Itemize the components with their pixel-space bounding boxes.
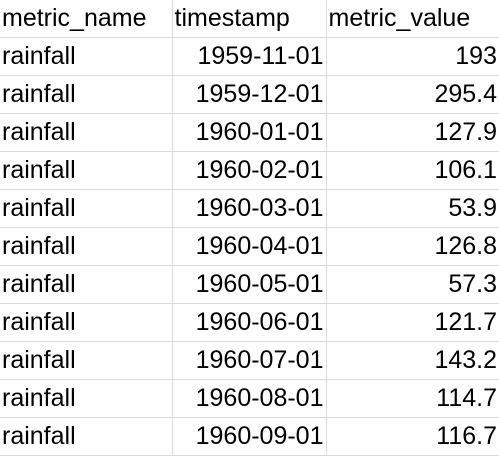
cell-metric-value[interactable]: 126.8 — [326, 227, 499, 266]
table-row: rainfall 1960-06-01 121.7 — [0, 303, 499, 342]
table-row: rainfall 1960-02-01 106.1 — [0, 151, 499, 190]
cell-timestamp[interactable]: 1960-04-01 — [172, 227, 327, 266]
cell-timestamp[interactable]: 1959-11-01 — [172, 37, 327, 76]
cell-timestamp[interactable]: 1960-03-01 — [172, 189, 327, 228]
cell-metric-value[interactable]: 193 — [326, 37, 499, 76]
column-header-metric-name[interactable]: metric_name — [0, 0, 173, 38]
cell-metric-value[interactable]: 143.2 — [326, 341, 499, 380]
column-header-metric-value[interactable]: metric_value — [326, 0, 499, 38]
cell-metric-value[interactable]: 53.9 — [326, 189, 499, 228]
cell-metric-value[interactable]: 121.7 — [326, 303, 499, 342]
cell-metric-name[interactable]: rainfall — [0, 265, 173, 304]
cell-timestamp[interactable]: 1960-06-01 — [172, 303, 327, 342]
cell-metric-value[interactable]: 127.9 — [326, 113, 499, 152]
cell-timestamp[interactable]: 1960-01-01 — [172, 113, 327, 152]
cell-metric-name[interactable]: rainfall — [0, 303, 173, 342]
cell-metric-value[interactable]: 57.3 — [326, 265, 499, 304]
cell-metric-value[interactable]: 295.4 — [326, 75, 499, 114]
cell-timestamp[interactable]: 1960-02-01 — [172, 151, 327, 190]
table-row: rainfall 1960-07-01 143.2 — [0, 341, 499, 380]
table-body: rainfall 1959-11-01 193 rainfall 1959-12-01 2… — [0, 37, 499, 456]
cell-metric-name[interactable]: rainfall — [0, 37, 173, 76]
table-row: rainfall 1960-09-01 116.7 — [0, 417, 499, 456]
cell-metric-name[interactable]: rainfall — [0, 341, 173, 380]
cell-metric-name[interactable]: rainfall — [0, 227, 173, 266]
cell-metric-name[interactable]: rainfall — [0, 151, 173, 190]
table-row: rainfall 1959-11-01 193 — [0, 37, 499, 76]
cell-metric-name[interactable]: rainfall — [0, 417, 173, 456]
cell-timestamp[interactable]: 1960-07-01 — [172, 341, 327, 380]
cell-metric-value[interactable]: 106.1 — [326, 151, 499, 190]
table-row: rainfall 1959-12-01 295.4 — [0, 75, 499, 114]
cell-metric-value[interactable]: 116.7 — [326, 417, 499, 456]
table-row: rainfall 1960-01-01 127.9 — [0, 113, 499, 152]
table-row: rainfall 1960-03-01 53.9 — [0, 189, 499, 228]
table-row: rainfall 1960-04-01 126.8 — [0, 227, 499, 266]
cell-metric-name[interactable]: rainfall — [0, 189, 173, 228]
cell-timestamp[interactable]: 1960-05-01 — [172, 265, 327, 304]
cell-metric-name[interactable]: rainfall — [0, 75, 173, 114]
table-row: rainfall 1960-05-01 57.3 — [0, 265, 499, 304]
column-header-timestamp[interactable]: timestamp — [172, 0, 327, 38]
header-row: metric_name timestamp metric_value — [0, 0, 499, 38]
cell-timestamp[interactable]: 1960-09-01 — [172, 417, 327, 456]
cell-metric-name[interactable]: rainfall — [0, 113, 173, 152]
cell-timestamp[interactable]: 1959-12-01 — [172, 75, 327, 114]
